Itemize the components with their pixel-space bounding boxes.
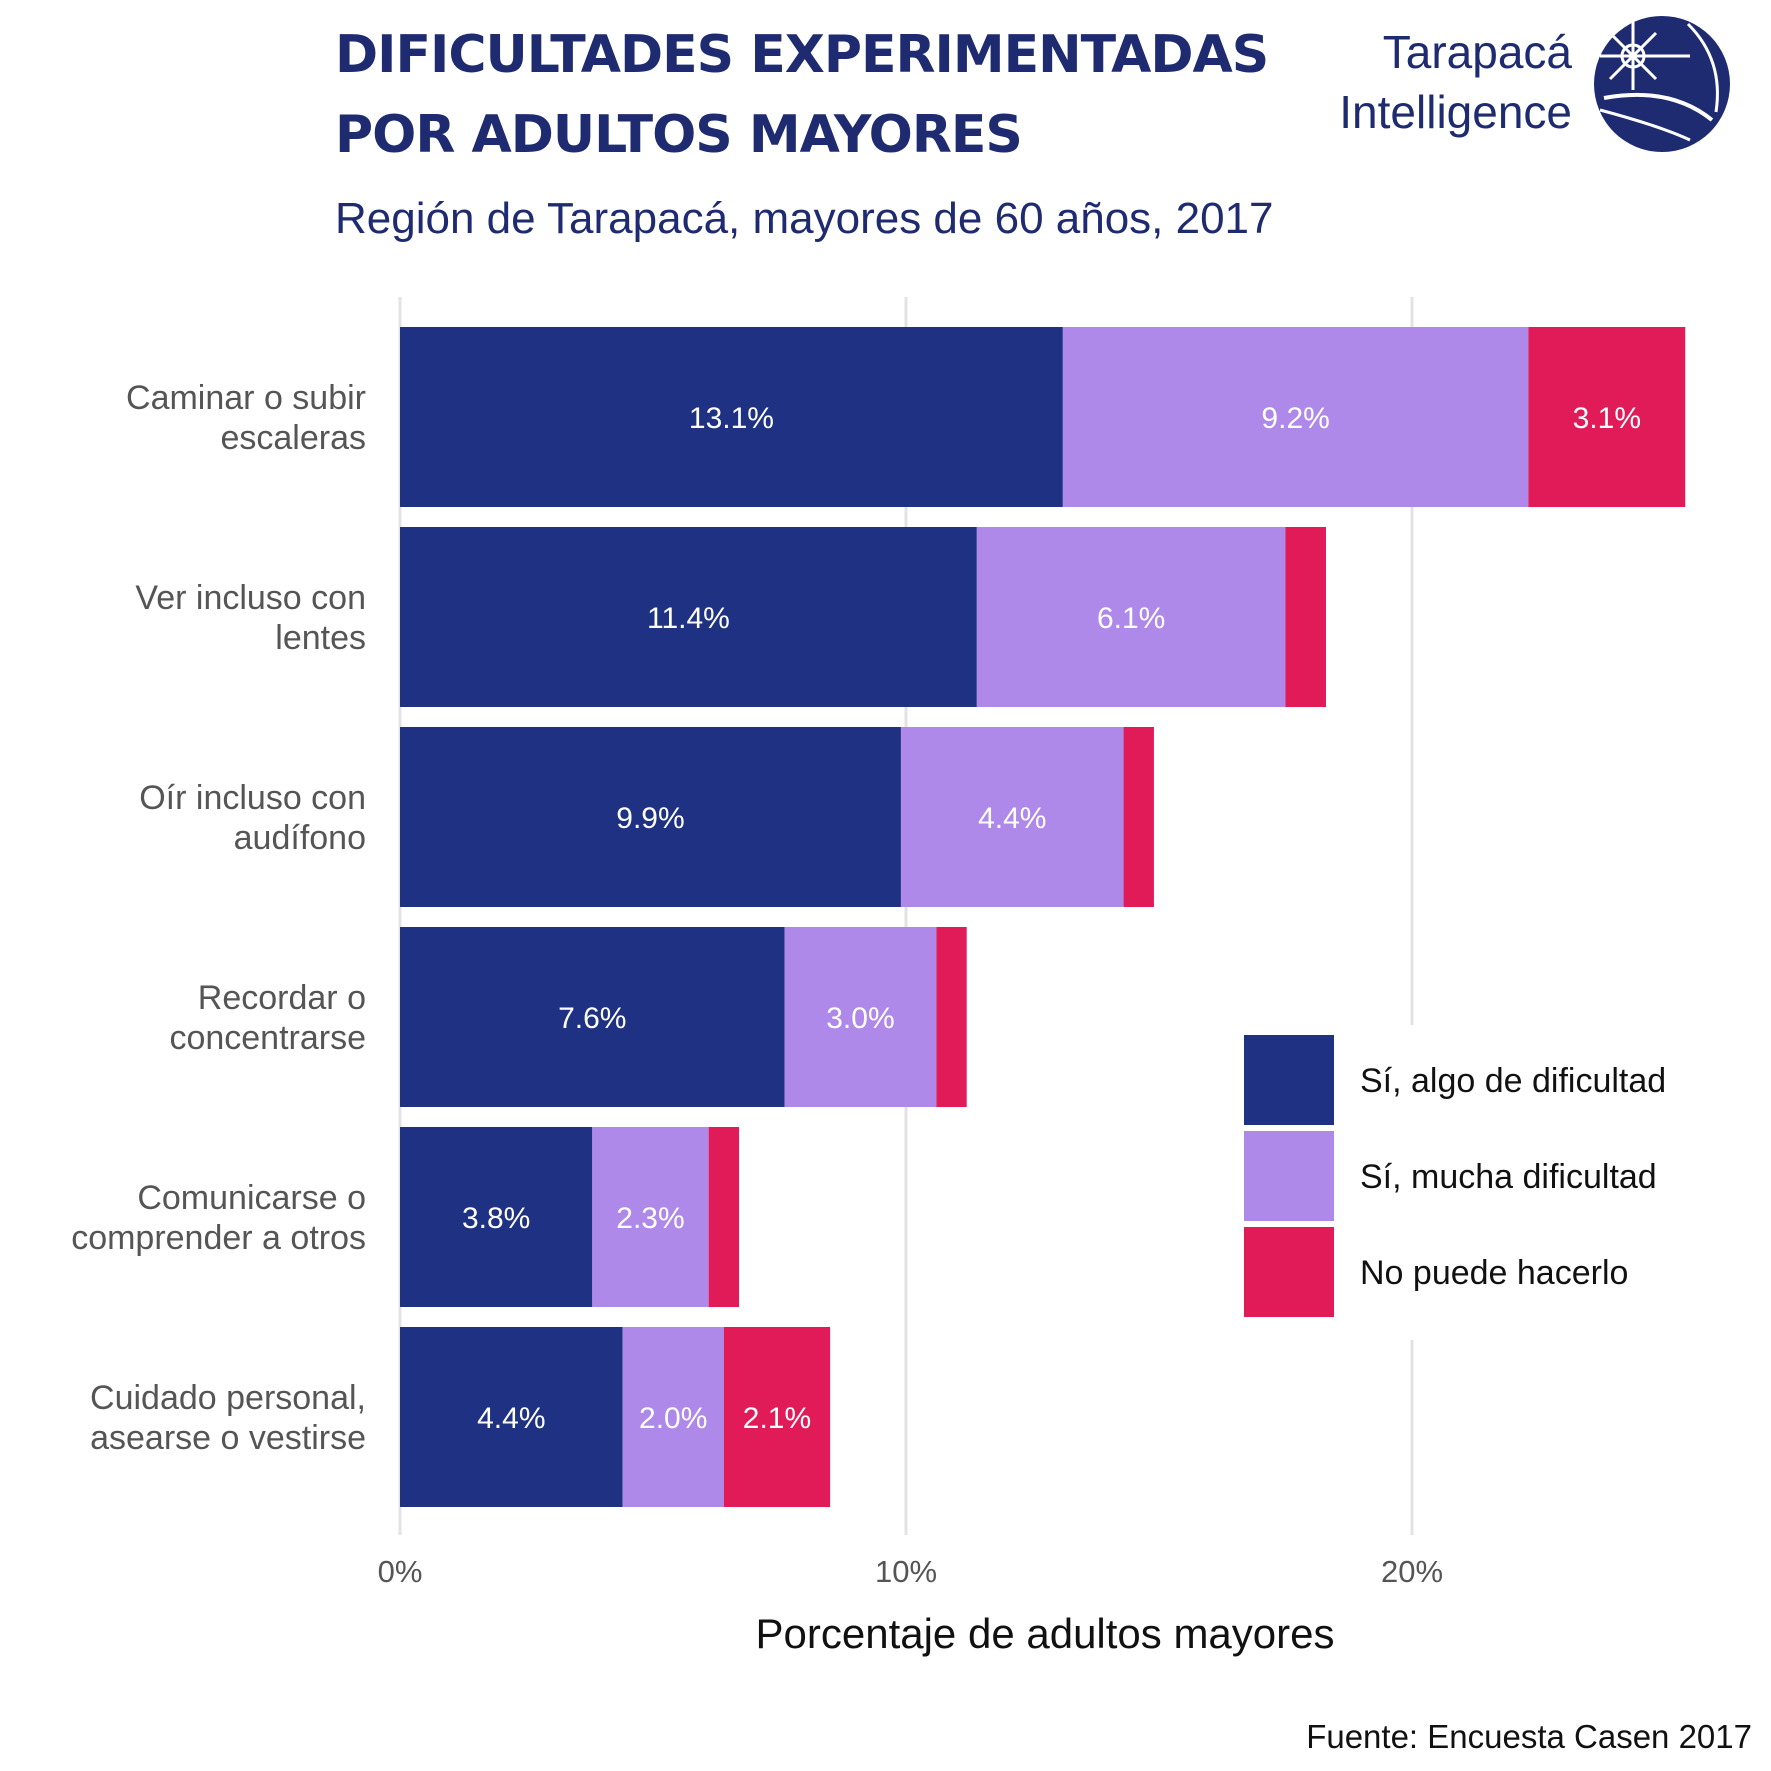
bar-segment bbox=[1062, 327, 1529, 507]
bar-segment bbox=[708, 1127, 740, 1307]
bars: 13.1% 9.2% 3.1% 11.4% 6.1% 9.9% 4.4% 7.6% 3.0% 3.… bbox=[400, 327, 1686, 1507]
category-label: Caminar o subir bbox=[126, 379, 366, 417]
data-label: 3.0% bbox=[826, 1002, 894, 1035]
legend-label: No puede hacerlo bbox=[1360, 1254, 1628, 1292]
data-label: 3.1% bbox=[1573, 402, 1641, 435]
data-label: 2.3% bbox=[616, 1202, 684, 1235]
data-label: 2.0% bbox=[639, 1402, 707, 1435]
x-tick-label: 10% bbox=[875, 1554, 937, 1589]
bar-segment bbox=[1528, 327, 1686, 507]
category-label: Ver incluso con bbox=[135, 579, 366, 617]
category-label: Cuidado personal, bbox=[90, 1379, 366, 1417]
legend-swatch bbox=[1244, 1227, 1334, 1317]
chart-title-line-2: POR ADULTOS MAYORES bbox=[335, 105, 1022, 165]
category-label: escaleras bbox=[220, 419, 366, 457]
data-label: 11.4% bbox=[647, 602, 730, 635]
legend: Sí, algo de dificultad Sí, mucha dificult… bbox=[1230, 1025, 1750, 1340]
bar-segment bbox=[400, 1127, 593, 1307]
data-label: 7.6% bbox=[558, 1002, 626, 1035]
bar-segment bbox=[400, 727, 901, 907]
legend-swatch bbox=[1244, 1035, 1334, 1125]
bar-segment bbox=[784, 927, 937, 1107]
category-label: comprender a otros bbox=[71, 1219, 366, 1257]
data-label: 4.4% bbox=[978, 802, 1046, 835]
x-tick-label: 20% bbox=[1381, 1554, 1443, 1589]
legend-label: Sí, algo de dificultad bbox=[1360, 1062, 1666, 1100]
bar-segment bbox=[1123, 727, 1154, 907]
x-tick-labels: 0% 10% 20% bbox=[378, 1554, 1443, 1589]
source-note: Fuente: Encuesta Casen 2017 bbox=[1306, 1718, 1752, 1755]
brand-name-line-1: Tarapacá bbox=[1383, 26, 1573, 78]
data-label: 9.2% bbox=[1261, 402, 1329, 435]
bar-segment bbox=[400, 327, 1063, 507]
bar-segment bbox=[400, 927, 785, 1107]
legend-label: Sí, mucha dificultad bbox=[1360, 1158, 1657, 1196]
brand-logo: Tarapacá Intelligence bbox=[1339, 16, 1730, 152]
x-tick-label: 0% bbox=[378, 1554, 423, 1589]
bar-segment bbox=[400, 1327, 623, 1507]
data-label: 6.1% bbox=[1097, 602, 1165, 635]
legend-swatch bbox=[1244, 1131, 1334, 1221]
category-label: Oír incluso con bbox=[139, 779, 366, 817]
category-label: Recordar o bbox=[198, 979, 366, 1017]
bar-segment bbox=[900, 727, 1124, 907]
data-label: 13.1% bbox=[689, 402, 774, 435]
x-axis-label: Porcentaje de adultos mayores bbox=[756, 1610, 1335, 1657]
category-label: lentes bbox=[275, 619, 366, 657]
category-label: audífono bbox=[234, 819, 366, 857]
bar-segment bbox=[723, 1327, 831, 1507]
category-label: asearse o vestirse bbox=[90, 1419, 366, 1457]
data-label: 3.8% bbox=[462, 1202, 530, 1235]
brand-name-line-2: Intelligence bbox=[1339, 86, 1572, 138]
bar-segment bbox=[976, 527, 1286, 707]
bar-segment bbox=[936, 927, 967, 1107]
chart-title-line-1: DIFICULTADES EXPERIMENTADAS bbox=[335, 25, 1268, 85]
bar-segment bbox=[622, 1327, 724, 1507]
chart-subtitle: Región de Tarapacá, mayores de 60 años, … bbox=[335, 194, 1274, 243]
data-label: 2.1% bbox=[743, 1402, 811, 1435]
category-label: Comunicarse o bbox=[137, 1179, 366, 1217]
category-label: concentrarse bbox=[169, 1019, 366, 1057]
data-label: 4.4% bbox=[477, 1402, 545, 1435]
bar-segment bbox=[592, 1127, 709, 1307]
globe-icon bbox=[1594, 16, 1730, 152]
bar-segment bbox=[400, 527, 977, 707]
data-label: 9.9% bbox=[616, 802, 684, 835]
bar-segment bbox=[1285, 527, 1326, 707]
